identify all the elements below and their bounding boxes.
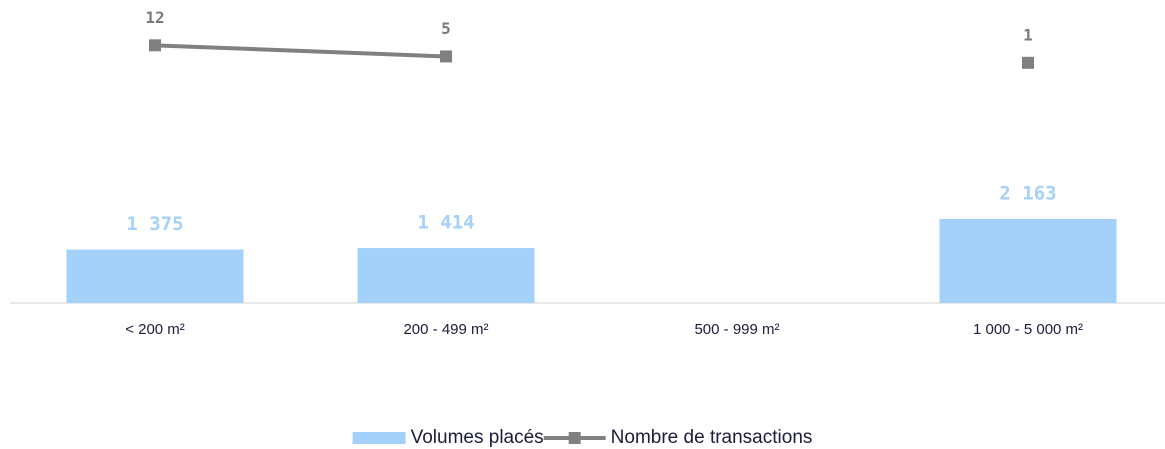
data-label: 12 <box>145 8 164 27</box>
data-label: 2 163 <box>999 182 1056 204</box>
line-marker <box>149 39 161 52</box>
legend-label: Nombre de transactions <box>611 427 813 448</box>
legend-marker <box>568 432 581 444</box>
legend-swatch <box>352 432 406 444</box>
x-tick-label: 200 - 499 m² <box>403 321 488 338</box>
bar <box>357 248 535 303</box>
x-tick-label: < 200 m² <box>125 321 185 338</box>
line-marker <box>440 50 452 63</box>
x-tick-label: 1 000 - 5 000 m² <box>973 321 1083 338</box>
bar <box>66 249 244 303</box>
legend-swatch <box>543 432 606 444</box>
data-label: 5 <box>441 19 451 38</box>
line-marker <box>1022 56 1034 69</box>
line <box>154 43 447 59</box>
data-label: 1 <box>1023 25 1033 44</box>
bar <box>939 218 1117 303</box>
x-tick-label: 500 - 999 m² <box>694 321 779 338</box>
data-label: 1 414 <box>417 212 474 234</box>
legend-label: Volumes placés <box>411 427 544 448</box>
data-label: 1 375 <box>126 213 183 235</box>
